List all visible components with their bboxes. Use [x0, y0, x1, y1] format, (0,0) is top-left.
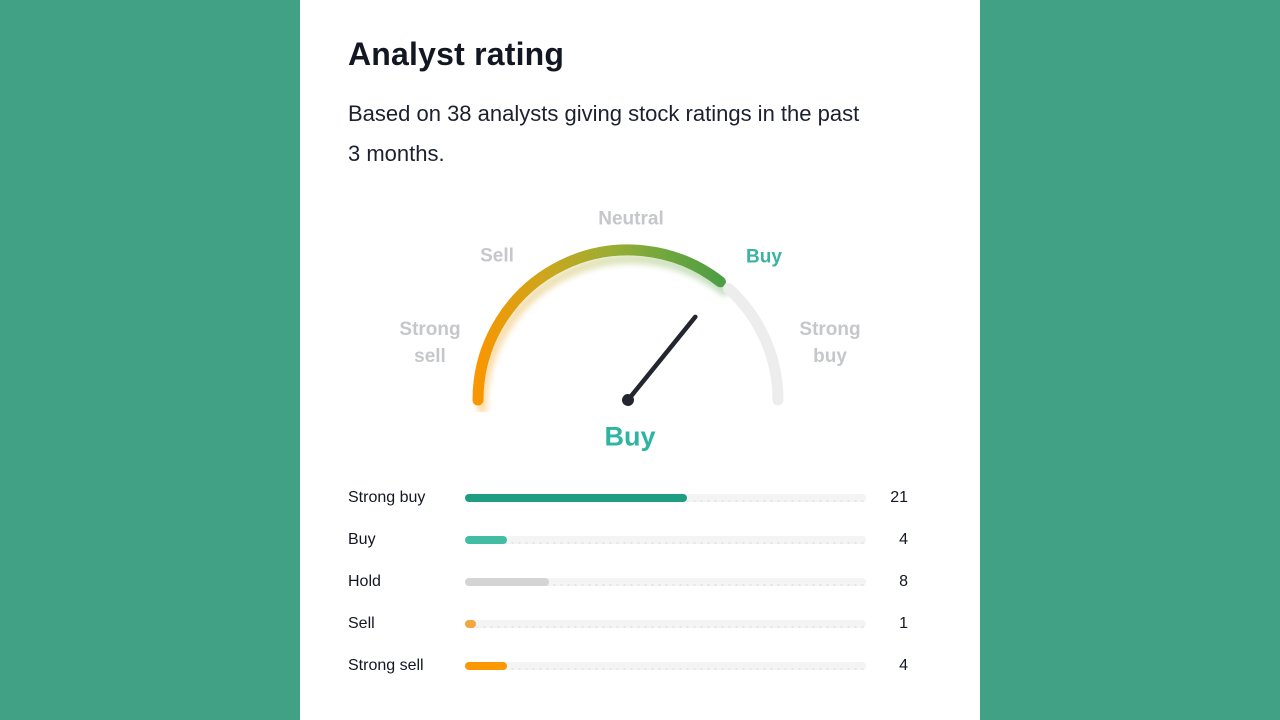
rating-bar-track — [465, 578, 866, 586]
rating-bar-fill — [465, 662, 508, 670]
rating-row-label: Strong buy — [348, 489, 426, 506]
left-green-panel — [0, 0, 300, 720]
rating-bar-track — [465, 620, 866, 628]
rating-row-label: Sell — [348, 615, 375, 632]
gauge-arc-glow — [477, 253, 730, 412]
rating-row-strong-buy: Strong buy 21 — [300, 477, 980, 519]
gauge-label-strong-sell: Strong sell — [399, 319, 461, 367]
rating-bar-fill — [465, 494, 687, 502]
gauge-needle — [622, 314, 698, 406]
analyst-rating-card: Analyst rating Based on 38 analysts givi… — [300, 0, 980, 720]
rating-bar-fill — [465, 536, 508, 544]
rating-row-value: 4 — [899, 657, 908, 674]
gauge-arc-filled — [472, 244, 726, 406]
rating-row-sell: Sell 1 — [300, 603, 980, 645]
right-green-panel — [980, 0, 1280, 720]
ratings-list: Strong buy 21 Buy 4 Hold 8 Sell 1 Strong… — [300, 477, 980, 687]
rating-row-label: Strong sell — [348, 657, 424, 674]
gauge-label-strong-buy: Strong buy — [799, 319, 861, 367]
subtitle-text: Based on 38 analysts giving stock rating… — [348, 101, 860, 166]
gauge-label-neutral: Neutral — [598, 208, 664, 230]
rating-bar-track — [465, 662, 866, 670]
rating-row-value: 21 — [890, 489, 908, 506]
rating-row-buy: Buy 4 — [300, 519, 980, 561]
rating-row-strong-sell: Strong sell 4 — [300, 645, 980, 687]
rating-row-value: 4 — [899, 531, 908, 548]
rating-bar-fill — [465, 620, 476, 628]
page-title: Analyst rating — [348, 36, 565, 72]
rating-row-label: Hold — [348, 573, 381, 590]
gauge-label-sell: Sell — [480, 245, 514, 267]
rating-row-label: Buy — [348, 531, 376, 548]
rating-row-hold: Hold 8 — [300, 561, 980, 603]
gauge-arc-remainder — [722, 283, 784, 406]
gauge-label-buy: Buy — [746, 246, 782, 268]
rating-bar-track — [465, 536, 866, 544]
rating-row-value: 1 — [899, 615, 908, 632]
rating-row-value: 8 — [899, 573, 908, 590]
gauge-current-rating: Buy — [604, 421, 656, 452]
rating-bar-track — [465, 494, 866, 502]
rating-gauge — [472, 244, 784, 412]
rating-bar-fill — [465, 578, 550, 586]
